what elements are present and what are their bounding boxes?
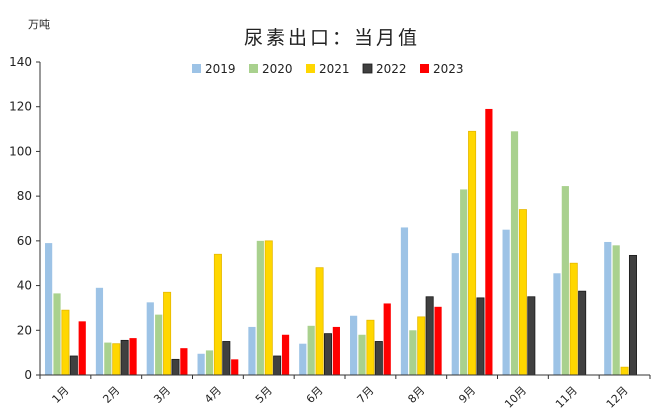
bar-2020-8 — [409, 330, 417, 375]
unit-label: 万吨 — [28, 18, 50, 31]
bar-2020-2 — [104, 342, 112, 375]
bar-2021-10 — [518, 209, 527, 376]
legend-label-2022: 2022 — [376, 62, 407, 76]
x-tick-label: 1月 — [50, 384, 72, 406]
y-tick-label: 120 — [9, 100, 32, 114]
legend-label-2023: 2023 — [433, 62, 464, 76]
bar-2021-11 — [569, 262, 578, 376]
x-tick-label: 5月 — [253, 384, 275, 406]
bar-2023-3 — [180, 348, 188, 375]
bar-2022-2 — [120, 339, 129, 376]
bar-2019-2 — [95, 287, 104, 375]
y-tick-label: 40 — [17, 279, 32, 293]
bar-2021-12 — [620, 366, 629, 376]
bar-2021-7 — [366, 319, 375, 376]
bar-2023-8 — [434, 306, 442, 375]
x-tick-label: 2月 — [100, 384, 122, 406]
bar-2019-10 — [502, 229, 510, 375]
x-tick-label: 3月 — [151, 384, 173, 406]
y-axis: 0 20 40 60 80 100 120 140 — [9, 55, 41, 382]
bar-2021-5 — [264, 240, 273, 376]
bar-2020-12 — [612, 245, 620, 375]
bar-2019-3 — [146, 302, 154, 375]
bar-2023-9 — [485, 108, 493, 375]
bar-2021-8 — [417, 316, 426, 376]
bar-2022-3 — [171, 358, 180, 376]
x-axis: 1月 2月 3月 4月 5月 6月 7月 8月 9月 10月 11月 12月 — [39, 374, 651, 411]
bar-2019-8 — [400, 227, 409, 375]
bar-2021-2 — [112, 343, 121, 376]
bar-2019-11 — [553, 273, 561, 375]
y-tick-label: 60 — [17, 234, 32, 248]
bar-2019-1 — [45, 243, 53, 375]
bar-2019-5 — [248, 326, 256, 375]
bar-2023-6 — [332, 326, 340, 375]
x-tick-label: 11月 — [553, 384, 580, 411]
bar-2020-1 — [53, 293, 61, 375]
legend: 2019 2020 2021 2022 2023 — [192, 62, 464, 76]
legend-label-2020: 2020 — [262, 62, 293, 76]
bar-2022-10 — [527, 296, 536, 376]
x-tick-label: 10月 — [502, 384, 529, 411]
legend-swatch-2023 — [420, 64, 429, 73]
bar-2023-5 — [281, 334, 290, 375]
bar-2020-6 — [307, 325, 315, 375]
x-tick-label: 7月 — [355, 384, 377, 406]
bar-2021-3 — [163, 291, 172, 376]
bars — [45, 108, 637, 376]
bar-2023-4 — [231, 359, 239, 375]
bar-2020-7 — [358, 334, 366, 375]
legend-label-2021: 2021 — [319, 62, 350, 76]
bar-2022-4 — [222, 341, 231, 376]
bar-2019-9 — [451, 253, 459, 375]
y-tick-label: 100 — [9, 144, 32, 158]
y-tick-label: 0 — [24, 368, 32, 382]
bar-2022-7 — [374, 341, 383, 376]
bar-2022-8 — [425, 296, 434, 376]
bar-2023-1 — [78, 321, 86, 375]
legend-swatch-2022 — [362, 63, 373, 74]
legend-swatch-2020 — [249, 64, 258, 73]
bar-2020-5 — [256, 240, 264, 375]
bar-2020-10 — [510, 131, 519, 375]
bar-2019-7 — [350, 315, 358, 375]
legend-label-2019: 2019 — [205, 62, 236, 76]
bar-2022-12 — [628, 254, 637, 376]
legend-swatch-2021 — [306, 64, 315, 73]
bar-2023-7 — [383, 303, 391, 375]
chart-title: 尿素出口：当月值 — [244, 27, 420, 49]
y-tick-label: 20 — [17, 323, 32, 337]
x-tick-label: 6月 — [304, 384, 326, 406]
bar-2020-9 — [460, 189, 468, 375]
x-tick-label: 8月 — [405, 384, 427, 406]
bar-2022-6 — [323, 333, 332, 376]
bar-2019-6 — [299, 343, 307, 375]
bar-2020-3 — [155, 314, 163, 375]
bar-2021-1 — [61, 309, 70, 376]
x-tick-label: 12月 — [604, 384, 631, 411]
bar-2020-4 — [205, 350, 214, 375]
bar-2022-11 — [578, 290, 587, 376]
legend-swatch-2019 — [192, 64, 201, 73]
x-tick-label: 4月 — [202, 384, 224, 406]
bar-2021-9 — [468, 130, 477, 376]
bar-2019-12 — [604, 241, 612, 375]
x-tick-label: 9月 — [456, 384, 478, 406]
bar-2023-2 — [129, 338, 137, 375]
bar-2022-9 — [476, 297, 485, 376]
bar-2022-1 — [69, 355, 78, 376]
y-tick-label: 80 — [17, 189, 32, 203]
bar-2021-6 — [315, 267, 324, 376]
bar-2019-4 — [197, 353, 205, 375]
bar-2021-4 — [213, 253, 222, 376]
bar-2022-5 — [273, 355, 282, 376]
y-tick-label: 140 — [9, 55, 32, 69]
bar-2020-11 — [561, 186, 569, 375]
